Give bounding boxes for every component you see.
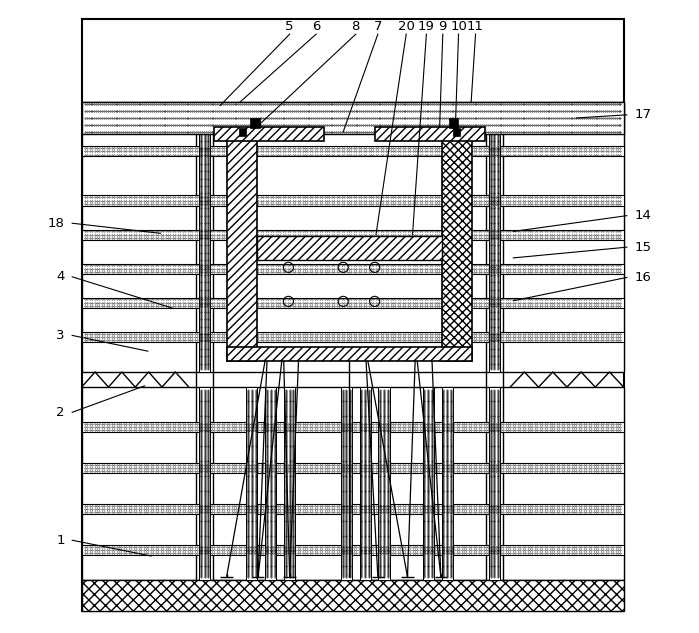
Bar bbox=[82, 146, 624, 156]
Bar bbox=[238, 128, 246, 135]
Bar bbox=[375, 127, 485, 141]
Bar bbox=[442, 387, 453, 580]
Text: 6: 6 bbox=[312, 20, 320, 33]
Bar bbox=[449, 118, 458, 128]
Bar bbox=[214, 127, 324, 141]
Bar bbox=[378, 387, 390, 580]
Text: 20: 20 bbox=[398, 20, 415, 33]
Text: 5: 5 bbox=[285, 20, 294, 33]
Text: 4: 4 bbox=[56, 270, 64, 284]
Bar bbox=[359, 387, 371, 580]
Bar bbox=[423, 387, 434, 580]
Text: 9: 9 bbox=[438, 20, 447, 33]
Bar bbox=[442, 134, 473, 361]
Bar bbox=[82, 263, 624, 273]
Bar bbox=[257, 236, 442, 260]
Text: 1: 1 bbox=[56, 534, 64, 547]
Bar bbox=[82, 110, 624, 120]
Bar bbox=[82, 102, 624, 134]
Bar bbox=[82, 463, 624, 473]
Bar bbox=[226, 347, 473, 361]
Bar bbox=[82, 544, 624, 555]
Bar bbox=[82, 504, 624, 514]
Bar bbox=[199, 387, 210, 580]
Bar bbox=[284, 387, 295, 580]
Bar bbox=[246, 387, 257, 580]
Bar bbox=[453, 128, 461, 135]
Bar bbox=[82, 387, 624, 580]
Text: 15: 15 bbox=[635, 241, 651, 254]
Text: 17: 17 bbox=[635, 108, 651, 122]
Bar bbox=[250, 118, 259, 128]
Bar bbox=[226, 134, 257, 361]
Bar bbox=[489, 102, 500, 372]
Text: 19: 19 bbox=[418, 20, 435, 33]
Text: 16: 16 bbox=[635, 271, 651, 284]
Bar bbox=[340, 387, 352, 580]
Text: 2: 2 bbox=[56, 406, 64, 419]
Bar bbox=[199, 102, 210, 372]
Text: 7: 7 bbox=[373, 20, 382, 33]
Bar bbox=[82, 580, 624, 611]
Bar bbox=[82, 102, 624, 372]
Bar bbox=[489, 387, 500, 580]
Bar bbox=[82, 19, 624, 611]
Bar bbox=[265, 387, 276, 580]
Bar bbox=[82, 230, 624, 240]
Text: 8: 8 bbox=[352, 20, 360, 33]
Text: 11: 11 bbox=[467, 20, 484, 33]
Text: 14: 14 bbox=[635, 209, 651, 222]
Text: 10: 10 bbox=[450, 20, 467, 33]
Bar bbox=[82, 196, 624, 206]
Text: 3: 3 bbox=[56, 329, 64, 342]
Text: 18: 18 bbox=[48, 216, 64, 230]
Bar bbox=[82, 332, 624, 342]
Bar bbox=[82, 422, 624, 432]
Bar bbox=[82, 298, 624, 308]
